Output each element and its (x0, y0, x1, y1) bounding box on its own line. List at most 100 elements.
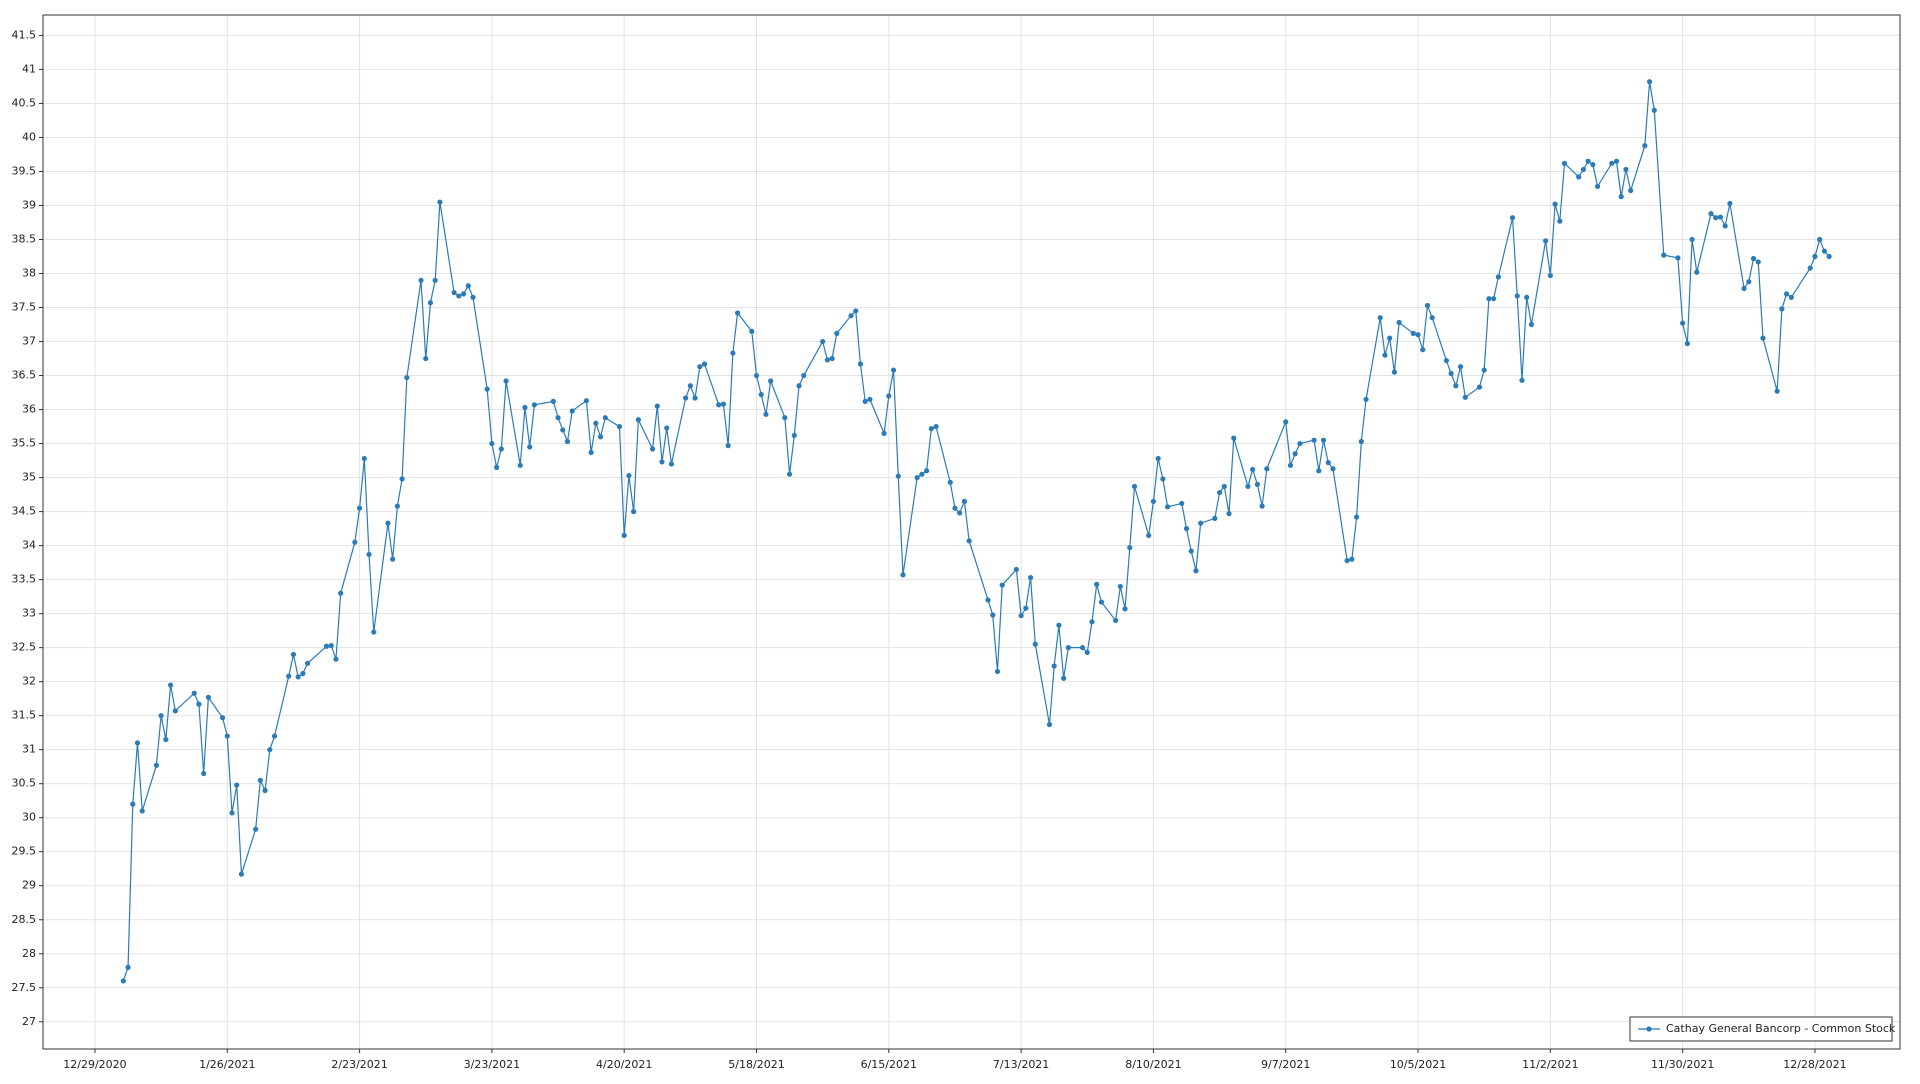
point (1689, 236, 1695, 243)
point (1651, 107, 1657, 113)
point (1051, 663, 1057, 669)
point (1065, 645, 1071, 651)
y-tick-label: 40.5 (12, 96, 37, 109)
point (399, 476, 405, 482)
point (1018, 613, 1024, 619)
legend-label: Cathay General Bancorp - Common Stock (1666, 1022, 1896, 1035)
point (697, 364, 703, 370)
point (900, 572, 906, 578)
point (423, 355, 429, 362)
point (437, 199, 443, 205)
point (191, 690, 197, 696)
y-tick-label: 38 (22, 267, 36, 280)
point (853, 308, 859, 314)
point (966, 538, 972, 544)
point (1528, 321, 1535, 328)
point (1514, 293, 1520, 299)
point (914, 474, 920, 481)
y-tick-label: 29 (22, 879, 36, 892)
point (597, 434, 604, 440)
point (933, 423, 939, 430)
point (1524, 294, 1530, 300)
point (1377, 315, 1383, 321)
point (1396, 319, 1402, 326)
point (631, 508, 637, 515)
point (1046, 721, 1053, 728)
point (1491, 296, 1497, 302)
x-tick-label: 12/28/2021 (1783, 1058, 1846, 1071)
point (550, 398, 556, 404)
point (801, 372, 807, 379)
point (465, 283, 471, 289)
point (668, 461, 675, 467)
point (1292, 451, 1298, 457)
point (1429, 315, 1435, 321)
point (286, 673, 292, 679)
point (1628, 187, 1634, 194)
point (352, 539, 358, 545)
legend: Cathay General Bancorp - Common Stock (1629, 1016, 1896, 1042)
point (1061, 675, 1067, 681)
point (1122, 606, 1128, 612)
point (290, 651, 297, 658)
point (1344, 557, 1350, 564)
point (328, 643, 334, 649)
point (134, 740, 141, 746)
point (725, 443, 731, 449)
point (1774, 388, 1780, 394)
y-tick-label: 36 (22, 403, 36, 416)
y-tick-label: 28.5 (12, 913, 37, 926)
point (1727, 200, 1733, 207)
point (1363, 396, 1369, 402)
point (1245, 483, 1251, 490)
point (1779, 306, 1785, 312)
y-tick-label: 38.5 (12, 232, 37, 245)
point (649, 446, 656, 452)
point (1576, 174, 1582, 180)
point (1198, 520, 1204, 526)
y-tick-label: 28 (22, 947, 36, 960)
point (1212, 515, 1218, 521)
point (1495, 274, 1501, 280)
y-tick-label: 33.5 (12, 573, 37, 586)
point (158, 713, 164, 719)
point (1320, 437, 1327, 443)
point (1354, 514, 1360, 520)
point (593, 420, 599, 426)
point (460, 291, 467, 297)
point (1755, 259, 1761, 265)
point (1443, 357, 1449, 364)
point (886, 393, 892, 399)
x-tick-label: 12/29/2020 (63, 1058, 126, 1071)
point (1287, 462, 1294, 468)
point (716, 402, 722, 408)
point (1084, 649, 1090, 656)
point (1183, 525, 1190, 532)
x-tick-label: 4/20/2021 (596, 1058, 652, 1071)
point (683, 395, 689, 401)
y-tick-label: 34 (22, 539, 36, 552)
point (139, 808, 145, 814)
y-tick-label: 40 (22, 130, 36, 143)
y-tick-label: 27 (22, 1015, 36, 1028)
point (456, 293, 462, 299)
point (1027, 574, 1034, 581)
y-tick-label: 37 (22, 335, 36, 348)
point (924, 468, 930, 474)
point (1684, 340, 1690, 347)
point (172, 708, 178, 714)
x-tick-label: 5/18/2021 (728, 1058, 784, 1071)
point (1807, 265, 1813, 271)
point (994, 668, 1001, 675)
point (163, 736, 169, 743)
point (1561, 160, 1568, 166)
point (196, 701, 202, 707)
point (1457, 364, 1464, 370)
y-tick-label: 34.5 (12, 505, 37, 518)
point (1594, 183, 1601, 190)
point (735, 310, 741, 316)
line (122, 81, 1830, 982)
point (432, 277, 438, 283)
y-tick-label: 36.5 (12, 369, 37, 382)
point (569, 408, 575, 414)
